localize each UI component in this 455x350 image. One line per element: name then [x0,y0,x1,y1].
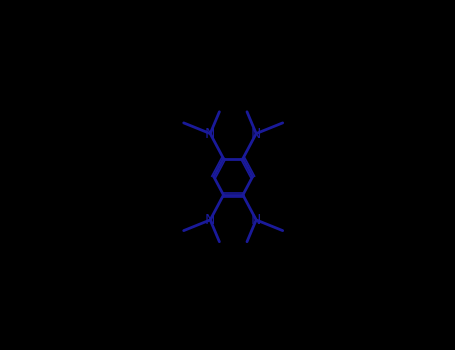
Text: N: N [205,213,215,227]
Text: N: N [205,127,215,141]
Text: N: N [251,213,261,227]
Text: N: N [251,127,261,141]
